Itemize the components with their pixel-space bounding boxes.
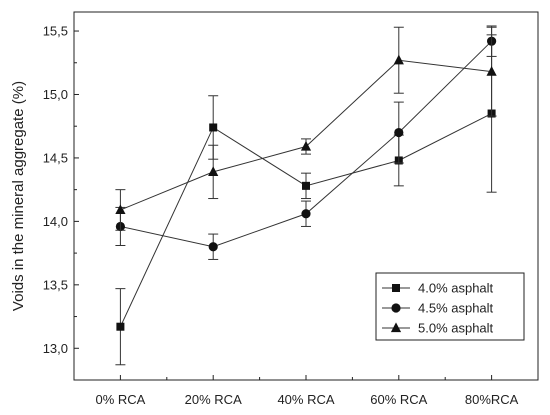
y-tick-label: 14,0 [43,214,68,229]
data-point [394,127,404,138]
y-axis: 13,0 13,5 14,0 14,5 15,0 15,5 [43,24,79,356]
data-point [116,322,125,331]
data-point [393,54,404,65]
x-axis: 0% RCA 20% RCA 40% RCA 60% RCA 80%RCA [95,375,519,407]
y-axis-label: Voids in the mineral aggregate (%) [10,81,27,311]
data-point [486,66,497,76]
x-tick-label: 60% RCA [370,392,427,407]
legend-marker [390,322,402,333]
legend-label: 4.0% asphalt [418,281,494,296]
legend-marker [391,303,401,313]
data-point [302,181,310,190]
data-point [208,166,219,176]
data-point [115,204,126,215]
data-point [208,242,218,252]
x-tick-label: 40% RCA [277,392,334,407]
series-3 [115,26,497,231]
x-tick-label: 20% RCA [185,392,242,407]
series-2 [115,25,497,260]
x-tick-label: 80%RCA [465,392,519,407]
y-tick-label: 13,0 [43,341,68,356]
data-point [300,140,312,151]
y-tick-label: 13,5 [43,277,68,292]
series-layer [115,25,497,366]
legend-box [375,272,525,341]
legend-marker [392,284,400,292]
series-1 [115,34,497,366]
data-point [209,123,218,132]
legend-label: 4.5% asphalt [418,301,494,316]
y-tick-label: 15,0 [43,87,68,102]
y-tick-label: 15,5 [43,24,68,39]
data-point [301,209,311,219]
legend: 4.0% asphalt 4.5% asphalt 5.0% asphalt [375,272,525,341]
legend-label: 5.0% asphalt [418,321,494,336]
y-tick-label: 14,5 [43,150,68,165]
x-tick-label: 0% RCA [95,392,145,407]
